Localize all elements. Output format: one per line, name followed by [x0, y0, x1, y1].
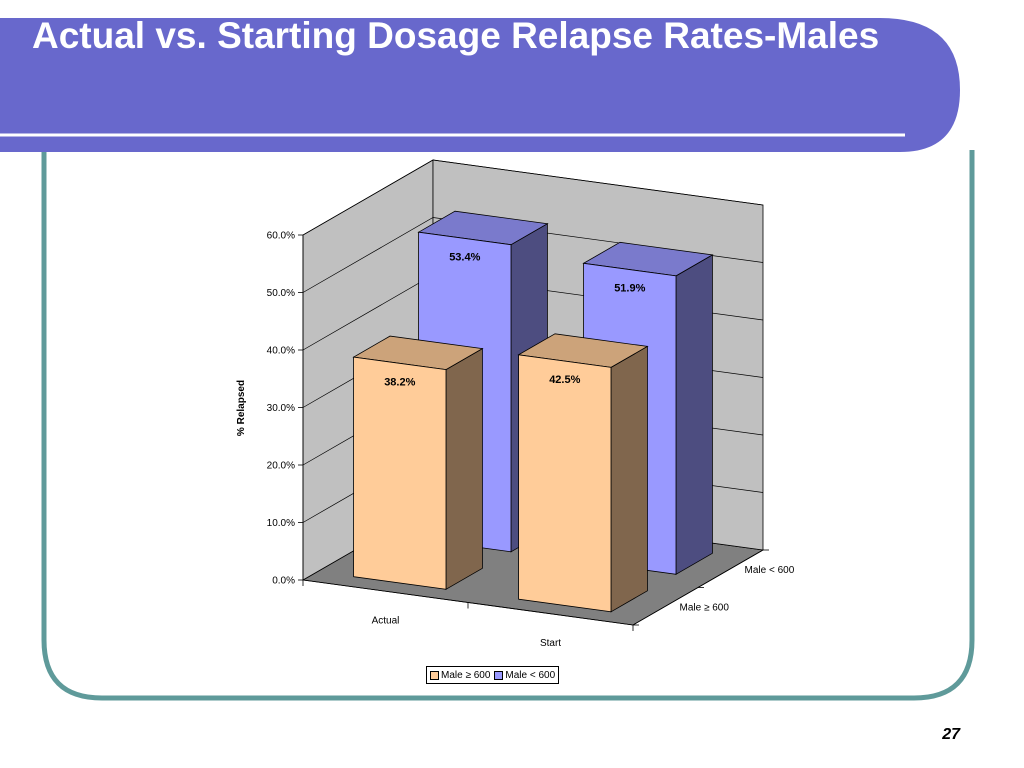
x-category-label: Actual	[372, 615, 400, 626]
bar-male-600-actual-side	[445, 347, 483, 590]
page-number: 27	[942, 726, 960, 743]
chart-legend: Male ≥ 600 Male < 600	[426, 666, 560, 684]
legend-label-1: Male ≥ 600	[441, 669, 491, 681]
data-label: 42.5%	[549, 374, 580, 386]
y-tick-label: 0.0%	[272, 576, 295, 587]
data-label: 51.9%	[614, 283, 645, 295]
depth-category-label: Male ≥ 600	[680, 602, 730, 613]
legend-swatch-2	[494, 670, 504, 680]
y-tick-label: 10.0%	[267, 518, 295, 529]
legend-label-2: Male < 600	[505, 669, 556, 681]
content-border	[41, 150, 975, 701]
bar-male-600-start-side	[610, 345, 648, 613]
x-category-label: Start	[540, 638, 561, 649]
legend-item-1: Male ≥ 600	[430, 670, 490, 681]
bar-male-600-start-side	[675, 254, 713, 575]
y-tick-label: 30.0%	[267, 403, 295, 414]
y-tick-label: 20.0%	[267, 461, 295, 472]
slide-title: Actual vs. Starting Dosage Relapse Rates…	[32, 15, 880, 56]
y-tick-label: 40.0%	[267, 346, 295, 357]
y-axis-title: % Relapsed	[236, 380, 247, 436]
data-label: 53.4%	[449, 251, 480, 263]
data-label: 38.2%	[384, 376, 415, 388]
depth-category-label: Male < 600	[745, 565, 795, 576]
bar-male-600-actual	[353, 356, 447, 590]
y-tick-label: 60.0%	[267, 231, 295, 242]
legend-swatch-1	[430, 670, 439, 680]
bar-male-600-start	[518, 354, 612, 613]
legend-item-2: Male < 600	[494, 670, 555, 681]
title-banner	[0, 18, 960, 152]
gridline	[302, 159, 764, 236]
y-tick-label: 50.0%	[267, 288, 295, 299]
